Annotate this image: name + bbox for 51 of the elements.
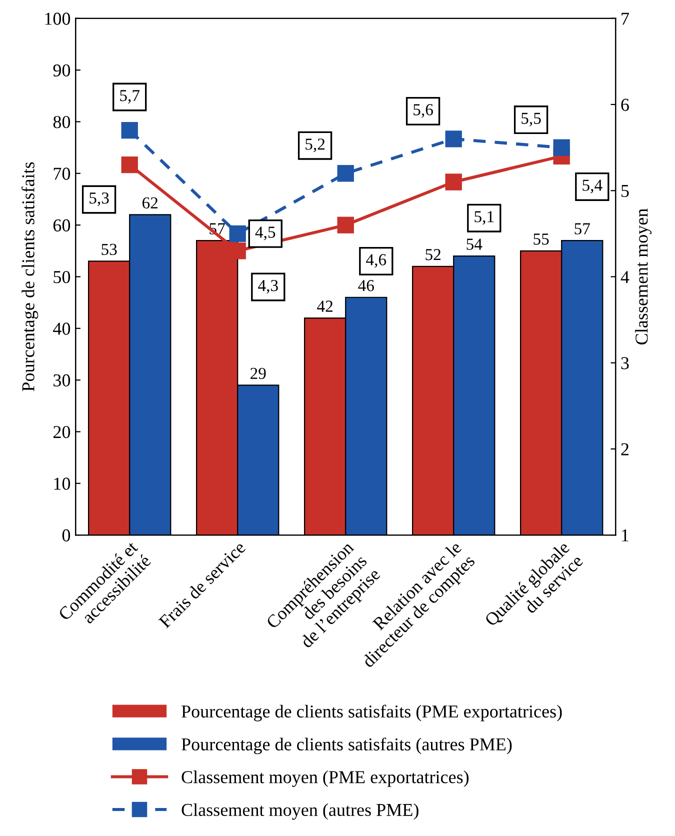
y-tick-label: 70: [54, 168, 70, 180]
legend-label: Classement moyen (PME exportatrices): [182, 770, 469, 787]
data-label: 5,1: [474, 211, 494, 225]
y-tick-label: 60: [53, 219, 70, 232]
point: [121, 156, 138, 174]
data-label: 57: [574, 223, 590, 234]
point: [553, 139, 570, 156]
y-tick-label: 40: [53, 322, 70, 335]
y-tick-label: 10: [54, 478, 70, 490]
data-label: 5,3: [90, 192, 109, 206]
legend-label: Pourcentage de clients satisfaits (PME exportatrices): [182, 704, 562, 722]
point: [229, 225, 246, 242]
y-tick-label: 80: [53, 116, 70, 128]
y-tick-label: 20: [53, 426, 70, 438]
y-tick-label: 0: [62, 529, 70, 542]
data-label: 52: [426, 249, 440, 260]
data-label: 5,5: [522, 112, 541, 126]
point: [121, 122, 138, 139]
y2-tick-label: 3: [621, 357, 629, 370]
y-tick-label: 90: [53, 64, 70, 76]
point: [337, 165, 354, 182]
legend-label: Classement moyen (autres PME): [182, 803, 418, 820]
data-label: 54: [466, 238, 482, 250]
data-label: 55: [534, 234, 549, 245]
data-label: 5,6: [414, 104, 433, 118]
y2-tick-label: 1: [622, 529, 628, 542]
y2-tick-label: 4: [620, 271, 630, 283]
data-label: 5,2: [306, 138, 325, 152]
y2-axis-title: Classement moyen: [635, 208, 652, 344]
data-label: 5,7: [120, 90, 140, 104]
y-axis-title: Pourcentage de clients satisfaits: [21, 162, 38, 392]
data-label: 42: [317, 300, 332, 312]
y2-tick-label: 7: [622, 12, 629, 25]
point: [445, 174, 462, 190]
y-tick-label: 100: [45, 12, 70, 25]
data-label: 53: [102, 244, 117, 256]
data-label: 4,3: [258, 280, 278, 294]
point: [337, 216, 354, 234]
data-label: 29: [250, 368, 266, 380]
y-tick-label: 50: [54, 270, 70, 284]
data-label: 62: [142, 197, 158, 209]
data-label: 46: [358, 280, 374, 292]
y2-tick-label: 2: [621, 443, 628, 456]
legend-label: Pourcentage de clients satisfaits (autres PME): [182, 738, 512, 754]
y2-tick-label: 5: [622, 185, 629, 198]
data-label: 5,4: [582, 180, 602, 194]
y2-tick-label: 6: [621, 98, 629, 111]
data-label: 4,6: [366, 254, 386, 268]
data-label: 4,5: [255, 226, 276, 240]
y-tick-label: 30: [54, 374, 70, 386]
point: [445, 130, 462, 148]
